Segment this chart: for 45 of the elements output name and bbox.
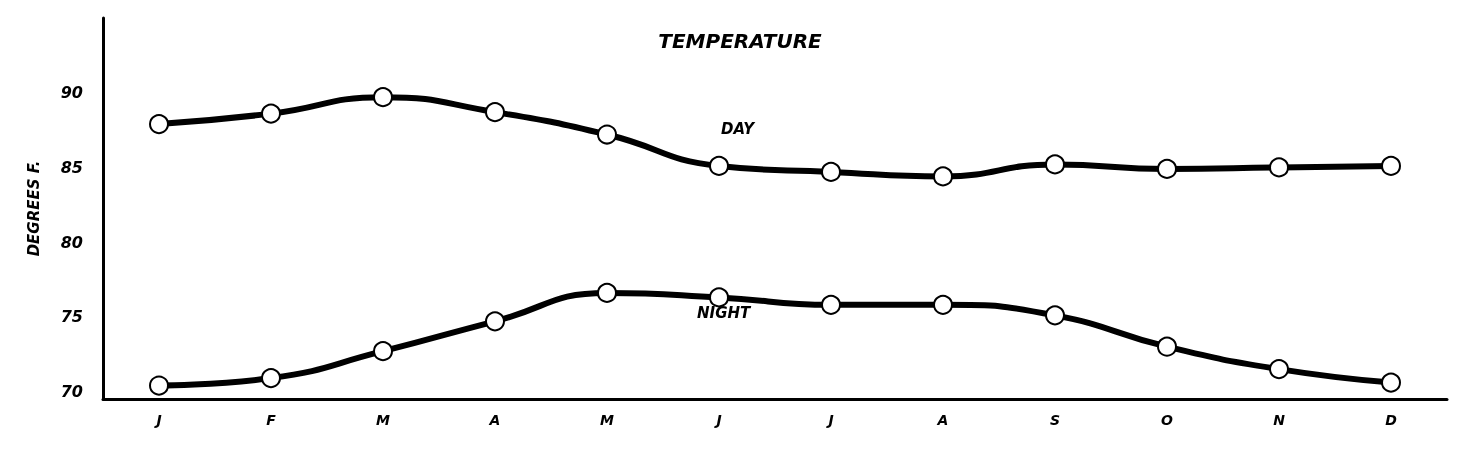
point [821,294,841,315]
point [709,155,729,176]
point [149,114,169,135]
x-tick-label: S [1049,412,1061,428]
series-label: NIGHT [697,303,752,322]
y-tick-label: 75 [60,307,83,327]
point [1381,372,1401,393]
point [1157,158,1177,179]
y-tick-label: 80 [60,232,83,252]
point [933,294,953,315]
y-tick-label: 85 [60,157,83,177]
point [1381,155,1401,176]
point [261,368,281,389]
y-tick-label: 90 [60,83,83,103]
x-tick-label: N [1273,412,1286,428]
point [485,311,505,332]
point [709,287,729,308]
point [149,375,169,396]
point [1045,154,1065,175]
point [933,166,953,187]
point [1045,305,1065,326]
x-tick-label: D [1385,412,1397,428]
x-tick-label: J [713,412,722,428]
series-label: DAY [721,120,757,139]
point [597,282,617,303]
x-tick-label: J [153,412,162,428]
point [821,161,841,182]
y-tick-label: 70 [60,382,83,402]
x-tick-label: A [488,412,501,428]
point [1269,157,1289,178]
x-tick-label: M [600,412,615,428]
point [1157,336,1177,357]
text: TEMPERATURE [658,29,823,53]
x-tick-label: J [825,412,834,428]
point [597,124,617,145]
point [261,103,281,124]
x-tick-label: A [936,412,949,428]
point [373,87,393,108]
point [485,102,505,123]
point [373,341,393,362]
y-axis-title: DEGREES F. [24,160,43,257]
x-tick-label: O [1161,412,1174,428]
point [1269,359,1289,380]
x-tick-label: F [266,412,277,428]
x-tick-label: M [376,412,391,428]
